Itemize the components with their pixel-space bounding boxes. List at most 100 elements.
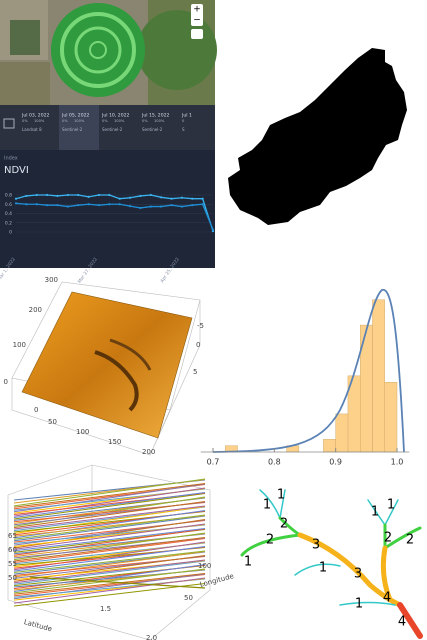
x-tick-label: 0.7: [207, 458, 220, 467]
ndvi-point: [201, 203, 204, 206]
z-tick-label: 300: [45, 276, 58, 284]
z-tick-label: 50: [8, 574, 17, 582]
lat-tick-label: 1.5: [100, 605, 111, 613]
x-tick-label: 50: [48, 418, 57, 426]
ndvi-point: [46, 193, 49, 197]
z-tick-label: 0: [4, 378, 8, 386]
z-tick-label: 55: [8, 560, 17, 568]
ring: [89, 41, 107, 59]
sensor: Sentinel-2: [62, 127, 83, 132]
ndvi-point: [97, 193, 101, 197]
bar: [372, 299, 385, 453]
selected-date[interactable]: [59, 105, 99, 150]
track-line: [13, 483, 206, 508]
track-line: [13, 560, 206, 585]
node-label: 4: [383, 591, 391, 606]
track-line: [13, 515, 206, 542]
zoom-control[interactable]: [191, 4, 203, 26]
branch: [279, 489, 286, 519]
calendar-icon[interactable]: [3, 118, 15, 129]
coverage: 100%: [114, 119, 125, 123]
ndvi-point: [128, 196, 132, 199]
branch: [339, 601, 396, 606]
track-line: [13, 514, 206, 540]
track-line: [29, 576, 206, 589]
y-tick-label: -5: [197, 322, 204, 330]
track-line: [13, 583, 206, 607]
bar: [323, 439, 336, 453]
zoom-in[interactable]: +: [193, 5, 201, 15]
ndvi-point: [118, 203, 121, 206]
date: Jul 05, 2022: [61, 113, 90, 119]
track-line: [13, 559, 206, 584]
track-line: [13, 550, 206, 573]
x-tick-label: 150: [108, 438, 121, 446]
ndvi-point: [14, 202, 18, 205]
ring: [74, 26, 122, 74]
node-label: 1: [319, 561, 327, 576]
y-tick-label: 0.6: [5, 202, 12, 208]
branch: [294, 563, 341, 576]
y-tick-label: 0.4: [5, 211, 12, 217]
coverage: 100%: [74, 119, 85, 123]
lat-tick-label: 2.0: [146, 634, 157, 640]
axis-label: Latitude: [23, 618, 53, 633]
track-line: [13, 493, 206, 520]
ndvi-point: [191, 197, 194, 200]
sensor: Sentinel-2: [142, 127, 163, 132]
sensor: S: [182, 127, 185, 132]
ndvi-point: [35, 203, 38, 206]
bar: [384, 381, 398, 453]
ndvi-point: [77, 193, 80, 197]
ndvi-point: [118, 197, 121, 200]
date: Jul 10, 2022: [101, 113, 130, 119]
track-line: [13, 492, 206, 518]
ndvi-point: [180, 196, 183, 199]
track-line: [13, 573, 206, 595]
branch: [367, 499, 399, 526]
section-label: Index: [4, 156, 18, 162]
x-tick-label: 100: [76, 428, 89, 436]
node-label: 2: [266, 533, 274, 548]
x-tick-label: 200: [142, 448, 155, 456]
x-tick-label: 1.0: [391, 458, 404, 467]
branch: [259, 489, 281, 519]
ndvi-point: [56, 204, 59, 207]
node-label: 3: [354, 567, 362, 582]
y-tick-label: 0.8: [5, 193, 12, 199]
node-label: 2: [280, 517, 288, 532]
coverage: 100%: [34, 119, 45, 123]
x-tick-label: 0.9: [329, 458, 342, 467]
surface: [21, 291, 193, 439]
zoom-out[interactable]: −: [193, 16, 201, 26]
ndvi-point: [66, 205, 69, 208]
lines-plot: [7, 464, 211, 640]
histogram: [212, 288, 405, 453]
cloud: 0: [182, 119, 185, 123]
branch: [240, 533, 302, 557]
ndvi-point: [35, 193, 38, 197]
ndvi-point: [25, 194, 28, 198]
track-line: [13, 568, 206, 594]
coverage: 100%: [154, 119, 165, 123]
surface-feature: [94, 350, 139, 412]
node-label: 1: [277, 488, 285, 503]
ndvi-point: [77, 204, 80, 207]
node-label: 4: [398, 615, 406, 630]
pivot-field: [137, 10, 217, 90]
ndvi-point: [87, 195, 90, 198]
node-label: 3: [312, 538, 320, 553]
layers-button[interactable]: [191, 29, 203, 39]
surface-plot: [11, 281, 201, 456]
ndvi-point: [14, 197, 18, 200]
node-label: 1: [263, 498, 271, 513]
ndvi-point: [66, 193, 69, 197]
pivot-field: [51, 3, 145, 97]
density-curve: [212, 288, 405, 453]
tree-diagram: [240, 489, 423, 639]
cloud: 0%: [142, 119, 148, 123]
lon-tick-label: 50: [184, 594, 193, 602]
ndvi-line: [15, 194, 214, 232]
